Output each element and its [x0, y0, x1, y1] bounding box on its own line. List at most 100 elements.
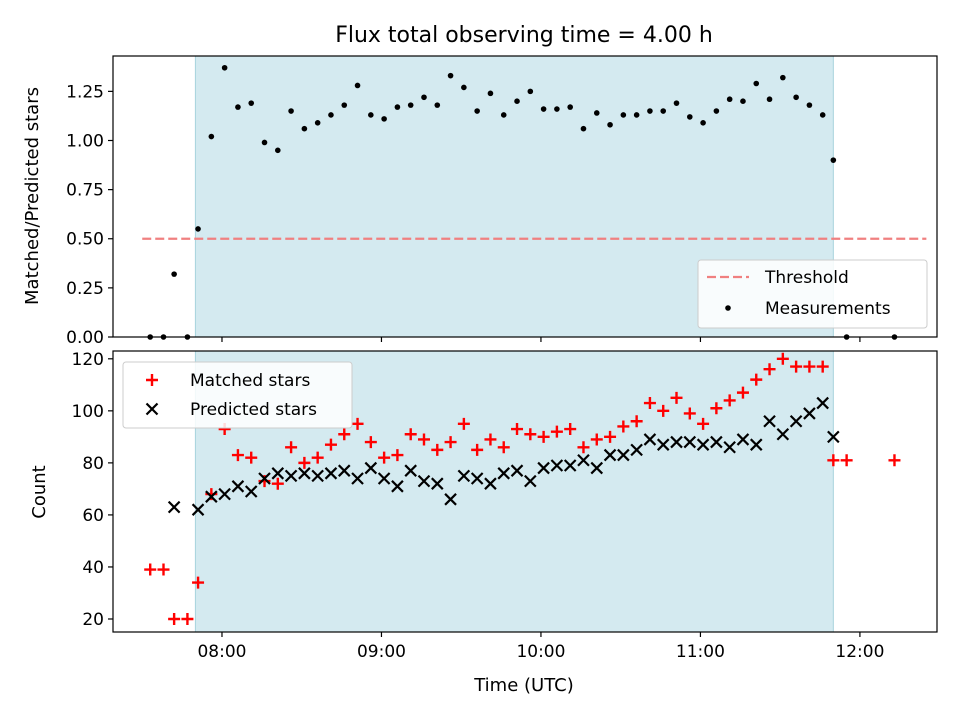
matched-stars-point — [471, 443, 484, 456]
predicted-stars-point — [311, 469, 324, 483]
matched-stars-point — [417, 433, 430, 446]
predicted-stars-point — [670, 435, 683, 449]
matched-stars-point — [803, 360, 816, 373]
matched-stars-point — [157, 563, 170, 576]
x-axis-label: Time (UTC) — [473, 675, 574, 696]
predicted-stars-point — [563, 459, 577, 472]
measurements-point — [780, 74, 786, 81]
matched-stars-point — [351, 417, 364, 430]
matched-stars-point — [550, 425, 563, 438]
matched-stars-point — [338, 428, 351, 441]
y-axis-label-ratio: Matched/Predicted stars — [22, 87, 43, 305]
matched-stars-point — [245, 451, 258, 464]
x-tick-label: 10:00 — [516, 642, 565, 662]
measurements-point — [527, 88, 534, 95]
matched-stars-point — [457, 417, 470, 430]
measurements-point — [607, 121, 613, 128]
predicted-stars-point — [205, 490, 218, 503]
y-tick-label: 120 — [72, 350, 104, 370]
matched-stars-point — [285, 441, 298, 454]
predicted-stars-point — [497, 467, 511, 480]
y-tick-label: 0.00 — [66, 328, 104, 348]
predicted-stars-point — [470, 472, 484, 485]
predicted-stars-point — [404, 464, 417, 477]
predicted-stars-point — [630, 443, 643, 457]
predicted-stars-point — [776, 427, 790, 441]
measurements-point — [580, 125, 587, 132]
predicted-stars-point — [444, 493, 457, 506]
y-tick-label: 60 — [82, 506, 104, 526]
matched-stars-point — [670, 391, 683, 404]
predicted-stars-point — [736, 433, 750, 446]
measurements-point — [235, 104, 241, 110]
measurements-point — [288, 108, 294, 114]
measurements-point — [171, 271, 177, 277]
chart-title: Flux total observing time = 4.00 h — [335, 23, 713, 48]
predicted-stars-point — [749, 438, 763, 451]
measurements-point — [740, 98, 746, 104]
matched-stars-point — [511, 423, 524, 436]
plot-frame — [112, 350, 938, 633]
predicted-stars-point — [417, 474, 431, 488]
measurements-point — [540, 106, 547, 112]
matched-stars-point — [181, 612, 194, 625]
measurements-point — [593, 110, 600, 116]
predicted-stars-point — [337, 464, 351, 477]
matched-stars-point — [404, 428, 417, 441]
predicted-stars-point — [537, 461, 550, 475]
measurements-point — [447, 72, 454, 79]
plot-frame — [112, 55, 938, 338]
y-tick-label: 0.75 — [66, 181, 104, 201]
measurements-point — [514, 98, 520, 104]
measurements-point — [301, 125, 308, 132]
measurements-point — [421, 94, 427, 101]
predicted-stars-point — [457, 469, 471, 483]
measurements-point — [248, 100, 255, 106]
matched-stars-point — [840, 454, 853, 467]
matched-stars-point — [497, 441, 510, 454]
legend-measurements-swatch — [725, 305, 731, 311]
matched-stars-point — [524, 428, 537, 441]
measurements-point — [726, 96, 733, 103]
predicted-stars-point — [377, 472, 391, 485]
matched-stars-point — [827, 454, 840, 467]
matched-stars-point — [431, 443, 444, 456]
y-tick-label: 20 — [82, 610, 104, 630]
x-tick-label: 08:00 — [197, 642, 246, 662]
measurements-point — [328, 112, 334, 118]
legend-predicted-swatch — [145, 402, 159, 416]
measurements-point — [381, 116, 387, 122]
measurements-point — [753, 80, 760, 87]
predicted-stars-point — [827, 430, 840, 444]
predicted-stars-point — [789, 414, 803, 428]
measurements-point — [195, 226, 201, 232]
x-tick-label: 09:00 — [357, 642, 406, 662]
matched-stars-point — [577, 441, 590, 454]
y-tick-label: 1.25 — [66, 82, 104, 102]
measurements-point — [647, 108, 653, 114]
matched-stars-point — [763, 363, 776, 376]
predicted-stars-point — [284, 469, 298, 483]
legend-predicted-label: Predicted stars — [190, 400, 317, 420]
legend-box — [697, 259, 928, 329]
measurements-point — [700, 120, 706, 126]
matched-stars-point — [888, 454, 901, 467]
predicted-stars-point — [763, 414, 776, 428]
legend-matched-swatch — [146, 374, 158, 386]
x-tick-label: 11:00 — [676, 642, 725, 662]
matched-stars-point — [364, 436, 377, 449]
predicted-stars-point — [590, 461, 604, 475]
predicted-stars-point — [510, 464, 524, 477]
predicted-stars-point — [191, 503, 205, 516]
matched-stars-point — [444, 436, 457, 449]
predicted-stars-point — [723, 440, 736, 454]
legend-threshold-label: Threshold — [764, 268, 849, 288]
matched-stars-point — [590, 433, 603, 446]
predicted-stars-point — [524, 474, 537, 488]
predicted-stars-point — [244, 485, 258, 498]
matched-stars-point — [736, 386, 749, 399]
matched-stars-point — [378, 451, 391, 464]
y-tick-label: 1.00 — [66, 131, 104, 151]
y-tick-label: 80 — [82, 454, 104, 474]
measurements-point — [487, 90, 494, 97]
